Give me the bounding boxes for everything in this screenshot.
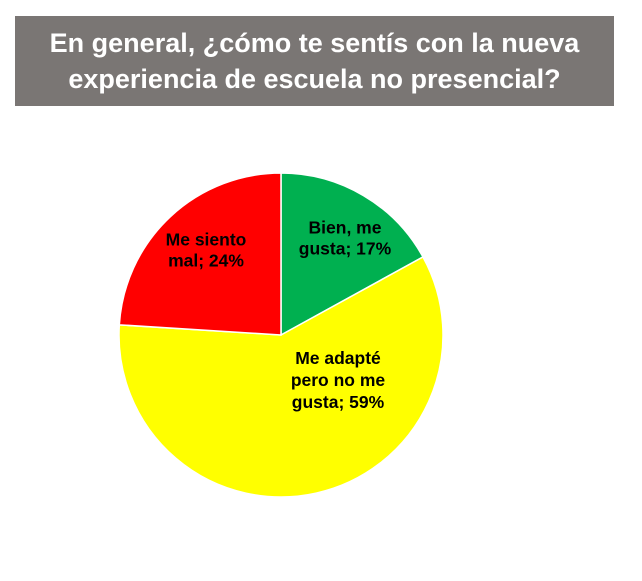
label-bien-me-gusta: Bien, me gusta; 17% [299, 218, 392, 259]
label-me-siento-mal-line-2: mal; 24% [168, 251, 244, 271]
slice-me-adapte-pero-no-me-gusta [118, 255, 444, 498]
chart-title: En general, ¿cómo te sentís con la nueva… [50, 25, 580, 97]
label-bien-me-gusta-line-2: gusta; 17% [299, 239, 392, 259]
label-me-adapte-pero-no-me-gusta-line-3: gusta; 59% [292, 392, 385, 412]
label-bien-me-gusta-line-1: Bien, me [309, 218, 382, 238]
slice-me-siento-mal [118, 172, 282, 336]
label-me-adapte-pero-no-me-gusta: Me adapté pero no me gusta; 59% [291, 348, 386, 412]
label-me-adapte-pero-no-me-gusta-line-1: Me adapté [295, 348, 381, 368]
chart-title-line-1: En general, ¿cómo te sentís con la nueva [49, 28, 580, 58]
label-me-adapte-pero-no-me-gusta-line-2: pero no me [291, 370, 386, 390]
slice-bien-me-gusta [280, 172, 424, 337]
title-banner: En general, ¿cómo te sentís con la nueva… [15, 16, 614, 106]
chart-title-line-2: experiencia de escuela no presencial? [68, 64, 561, 94]
label-me-siento-mal: Me siento mal; 24% [166, 230, 247, 271]
label-me-siento-mal-line-1: Me siento [166, 230, 247, 250]
